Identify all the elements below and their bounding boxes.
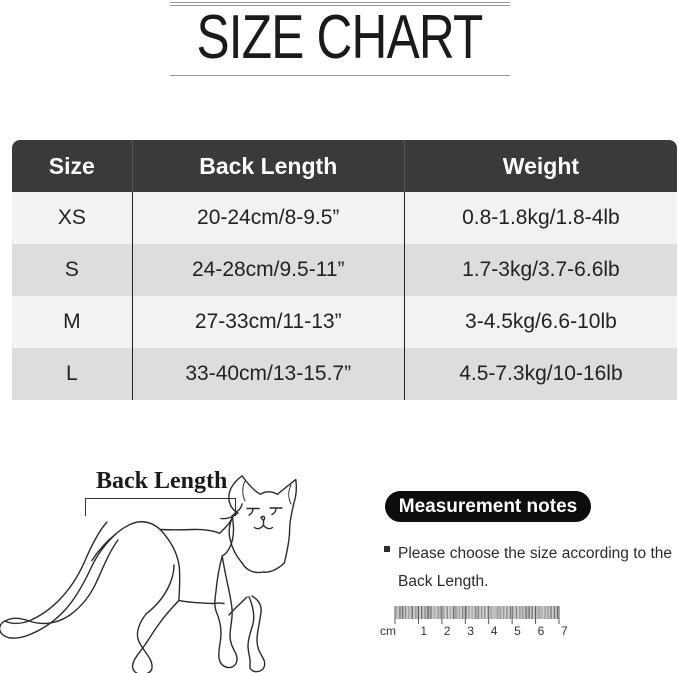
svg-text:5: 5 xyxy=(514,624,521,638)
svg-text:6: 6 xyxy=(538,624,545,638)
svg-text:2: 2 xyxy=(444,624,451,638)
svg-text:cm: cm xyxy=(380,624,396,638)
svg-text:4: 4 xyxy=(491,624,498,638)
svg-text:3: 3 xyxy=(467,624,474,638)
svg-text:1: 1 xyxy=(420,624,427,638)
svg-text:7: 7 xyxy=(561,624,568,638)
